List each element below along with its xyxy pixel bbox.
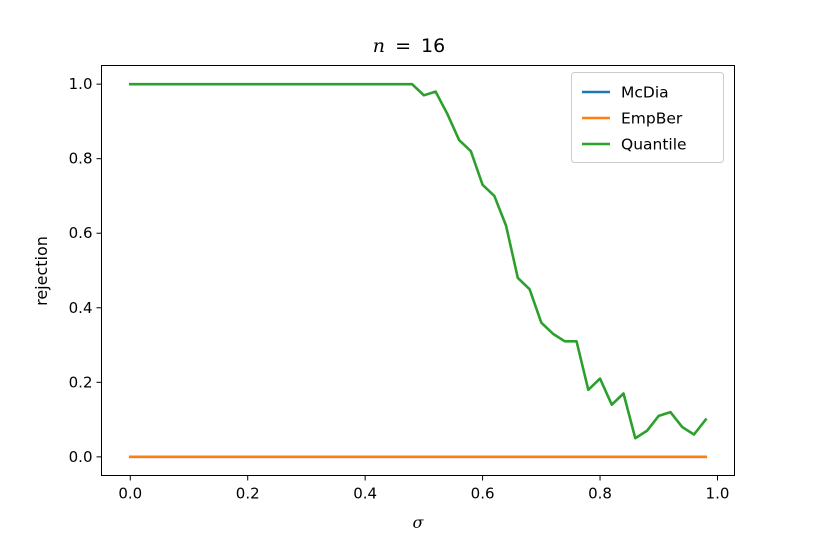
legend: McDia EmpBer Quantile: [571, 72, 724, 163]
y-tick-label: 0.6: [69, 224, 93, 242]
x-tick-label: 1.0: [706, 485, 730, 503]
x-tick-label: 0.0: [118, 485, 142, 503]
series-layer: [128, 82, 708, 459]
x-tick-label: 0.6: [471, 485, 495, 503]
title-operator: =: [395, 35, 411, 57]
y-tick-label: 1.0: [69, 75, 93, 93]
legend-label-quantile: Quantile: [621, 136, 687, 154]
legend-label-mcdia: McDia: [621, 84, 669, 102]
title-value: 16: [421, 35, 445, 57]
y-axis-label: rejection: [32, 236, 51, 306]
y-tick-label: 0.8: [69, 150, 93, 168]
y-tick-label: 0.4: [69, 299, 93, 317]
y-tick-label: 0.2: [69, 373, 93, 391]
plot-frame: [101, 65, 735, 476]
ticks-layer: 0.0 0.2 0.4 0.6 0.8 1.0 0.0 0.2 0.4 0.6 0.8 1.0: [69, 75, 730, 502]
chart-title: n = 16: [373, 35, 445, 57]
y-tick-label: 0.0: [69, 448, 93, 466]
legend-box: [571, 72, 724, 163]
x-tick-label: 0.4: [353, 485, 377, 503]
title-variable: n: [373, 35, 385, 57]
legend-entries: McDia EmpBer Quantile: [582, 84, 687, 154]
series-line-quantile: [128, 82, 708, 440]
x-axis-label: σ: [413, 513, 425, 532]
x-tick-label: 0.2: [236, 485, 260, 503]
x-tick-label: 0.8: [588, 485, 612, 503]
legend-label-empber: EmpBer: [621, 110, 683, 128]
